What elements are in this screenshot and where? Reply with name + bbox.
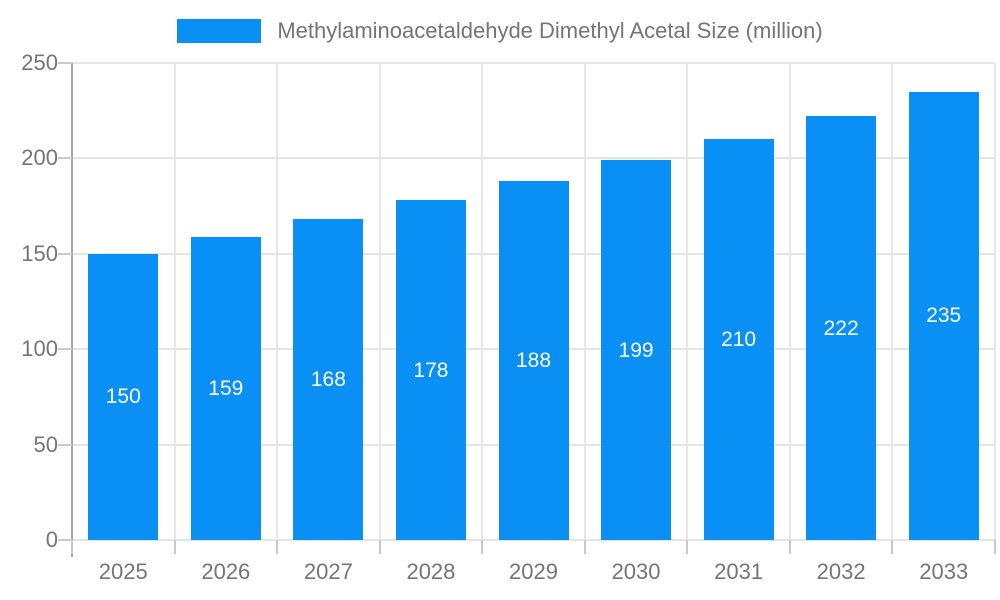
x-axis-tick bbox=[378, 540, 381, 554]
x-axis-tick bbox=[686, 540, 689, 554]
x-tick-label: 2031 bbox=[714, 559, 764, 584]
x-axis-tick bbox=[891, 540, 894, 554]
x-tick-label: 2026 bbox=[201, 559, 251, 584]
bar-2029[interactable]: 188 bbox=[498, 181, 569, 540]
y-axis-tick bbox=[58, 62, 72, 64]
x-axis-tick bbox=[788, 540, 791, 554]
y-tick-label: 50 bbox=[33, 431, 58, 457]
gridline-horizontal bbox=[72, 157, 995, 160]
x-axis-tick bbox=[481, 540, 484, 554]
bar-2026[interactable]: 159 bbox=[190, 236, 261, 540]
gridline-vertical bbox=[173, 63, 176, 540]
legend[interactable]: Methylaminoacetaldehyde Dimethyl Acetal … bbox=[0, 18, 1000, 44]
gridline-vertical bbox=[891, 63, 894, 540]
y-tick-label: 150 bbox=[21, 240, 58, 266]
gridline-vertical bbox=[788, 63, 791, 540]
bar-2030[interactable]: 199 bbox=[601, 160, 672, 540]
y-tick-label: 200 bbox=[21, 145, 58, 171]
bar-2025[interactable]: 150 bbox=[88, 253, 159, 540]
bar-value-label: 222 bbox=[823, 316, 859, 340]
y-axis-tick bbox=[58, 539, 72, 541]
x-tick-label: 2025 bbox=[98, 559, 148, 584]
bar-2032[interactable]: 222 bbox=[806, 116, 877, 540]
x-axis-tick bbox=[994, 540, 996, 554]
x-tick-label: 2033 bbox=[919, 559, 969, 584]
bar-2028[interactable]: 178 bbox=[395, 200, 466, 540]
bar-value-label: 235 bbox=[926, 304, 962, 328]
bar-2033[interactable]: 235 bbox=[908, 91, 979, 540]
gridline-horizontal bbox=[72, 62, 995, 64]
bar-value-label: 199 bbox=[618, 338, 654, 362]
x-tick-label: 2030 bbox=[611, 559, 661, 584]
bar-value-label: 210 bbox=[721, 328, 757, 352]
x-tick-label: 2032 bbox=[816, 559, 866, 584]
y-axis-tick bbox=[58, 252, 72, 255]
bar-value-label: 188 bbox=[515, 349, 552, 373]
x-tick-label: 2028 bbox=[406, 559, 456, 584]
y-axis-tick bbox=[58, 157, 72, 160]
bar-2031[interactable]: 210 bbox=[703, 139, 774, 540]
x-tick-label: 2029 bbox=[509, 559, 558, 584]
gridline-vertical bbox=[378, 63, 381, 540]
x-axis-tick bbox=[173, 540, 176, 554]
gridline-vertical bbox=[686, 63, 689, 540]
bar-value-label: 178 bbox=[413, 358, 449, 382]
y-axis-tick bbox=[58, 443, 72, 446]
y-axis-line bbox=[71, 63, 73, 557]
y-tick-label: 250 bbox=[21, 50, 58, 75]
y-axis-tick bbox=[58, 348, 72, 351]
gridline-vertical bbox=[583, 63, 586, 540]
plot-area: 150 159 168 178 188 199 210 222 235 bbox=[71, 62, 996, 541]
y-tick-label: 0 bbox=[45, 527, 58, 552]
gridline-horizontal bbox=[72, 539, 995, 541]
bar-value-label: 150 bbox=[105, 385, 141, 409]
bar-value-label: 159 bbox=[208, 376, 244, 400]
legend-swatch-icon bbox=[177, 19, 262, 43]
gridline-vertical bbox=[994, 63, 996, 540]
gridline-vertical bbox=[276, 63, 279, 540]
bar-2027[interactable]: 168 bbox=[293, 219, 364, 540]
gridline-vertical bbox=[481, 63, 484, 540]
x-axis-tick bbox=[276, 540, 279, 554]
x-axis-tick bbox=[583, 540, 586, 554]
y-tick-label: 100 bbox=[21, 336, 58, 362]
x-tick-label: 2027 bbox=[303, 559, 353, 584]
legend-label: Methylaminoacetaldehyde Dimethyl Acetal … bbox=[277, 18, 823, 43]
bar-value-label: 168 bbox=[310, 368, 346, 392]
x-axis-tick bbox=[71, 540, 73, 554]
